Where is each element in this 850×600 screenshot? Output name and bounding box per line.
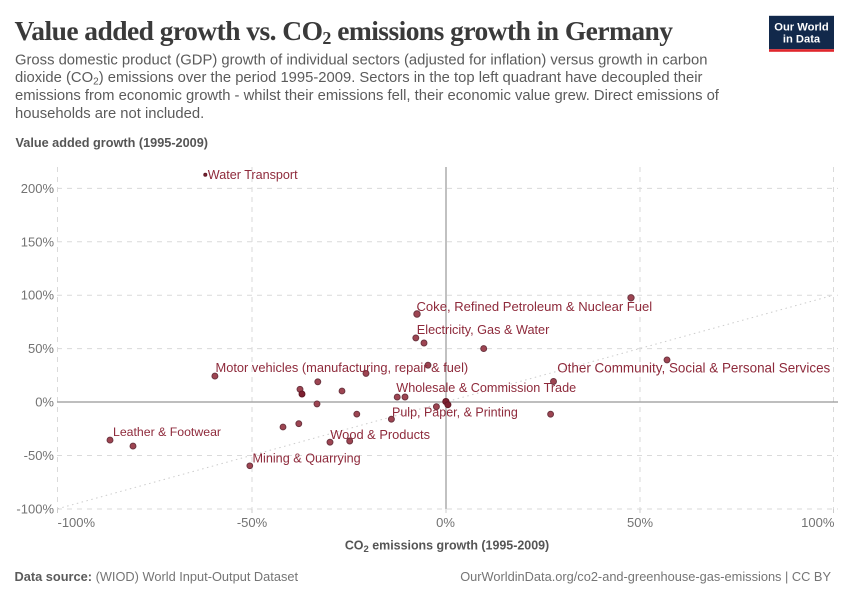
svg-text:emissions from economic growth: emissions from economic growth - whilst … [15,88,720,104]
svg-text:50%: 50% [28,341,54,356]
svg-text:Data source: (WIOD) World Inpu: Data source: (WIOD) World Input-Output D… [15,569,299,584]
svg-text:50%: 50% [627,515,653,530]
svg-text:100%: 100% [21,288,55,303]
svg-text:-50%: -50% [237,515,268,530]
svg-text:Coke, Refined Petroleum & Nucl: Coke, Refined Petroleum & Nuclear Fuel [417,299,653,314]
svg-text:dioxide (CO2) emissions over t: dioxide (CO2) emissions over the period … [15,70,703,88]
svg-text:Value added growth (1995-2009): Value added growth (1995-2009) [16,136,209,150]
svg-text:Other Community, Social & Pers: Other Community, Social & Personal Servi… [557,360,830,375]
svg-text:150%: 150% [21,234,55,249]
svg-text:-50%: -50% [24,448,55,463]
svg-text:Electricity, Gas & Water: Electricity, Gas & Water [417,323,550,337]
svg-text:-100%: -100% [16,502,54,517]
svg-text:Motor vehicles (manufacturing,: Motor vehicles (manufacturing, repair & … [216,360,469,375]
svg-text:Pulp, Paper, & Printing: Pulp, Paper, & Printing [392,406,518,420]
svg-text:Mining & Quarrying: Mining & Quarrying [253,452,361,466]
svg-text:in Data: in Data [783,34,821,46]
svg-text:Wholesale & Commission Trade: Wholesale & Commission Trade [396,381,576,395]
svg-text:households are not included.: households are not included. [15,106,204,122]
svg-text:100%: 100% [801,515,835,530]
svg-text:Value added growth vs. CO2 emi: Value added growth vs. CO2 emissions gro… [15,15,674,48]
svg-text:0%: 0% [35,395,54,410]
svg-text:Our World: Our World [774,22,829,34]
svg-text:Gross domestic product (GDP) g: Gross domestic product (GDP) growth of i… [15,52,707,68]
svg-text:CO2 emissions growth (1995-200: CO2 emissions growth (1995-2009) [345,539,549,556]
svg-text:0%: 0% [436,515,455,530]
svg-text:-100%: -100% [58,515,96,530]
svg-text:Wood & Products: Wood & Products [330,427,430,442]
svg-text:OurWorldinData.org/co2-and-gre: OurWorldinData.org/co2-and-greenhouse-ga… [460,569,831,584]
svg-text:200%: 200% [21,181,55,196]
svg-text:Water Transport: Water Transport [208,168,298,182]
svg-text:Leather & Footwear: Leather & Footwear [113,425,221,439]
